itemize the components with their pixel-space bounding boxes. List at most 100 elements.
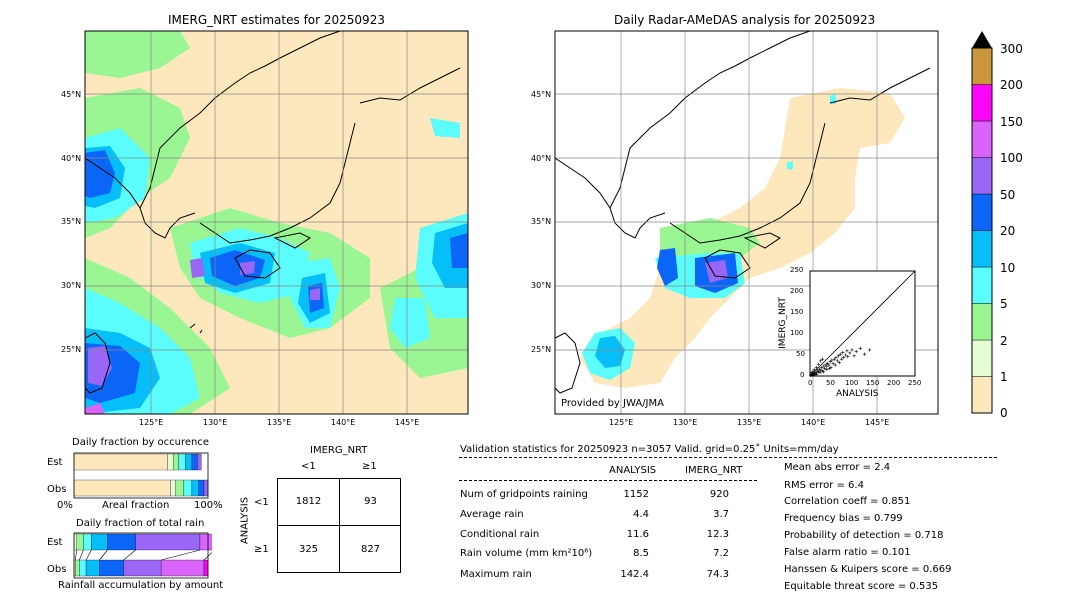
stat-analysis-maximum: 142.4 bbox=[620, 569, 649, 580]
contingency-row-lt1: <1 bbox=[254, 497, 269, 508]
scatter-point bbox=[825, 368, 829, 372]
scatter-ytick-50: 50 bbox=[796, 350, 805, 358]
accumulation-link bbox=[99, 549, 108, 561]
stat-label-maximum: Maximum rain bbox=[460, 569, 532, 580]
scatter-ytick-250: 250 bbox=[790, 266, 804, 274]
right-lat-40: 40°N bbox=[531, 154, 552, 163]
cb-label-100: 100 bbox=[1000, 151, 1023, 165]
occurrence-est-segment bbox=[167, 453, 174, 471]
score-far: False alarm ratio = 0.101 bbox=[784, 547, 911, 558]
contingency-cell-00: 1812 bbox=[295, 496, 322, 507]
scatter-point bbox=[820, 366, 824, 370]
occurrence-est-segment bbox=[191, 453, 198, 471]
scatter-point bbox=[824, 362, 828, 366]
colorbar-segment bbox=[971, 120, 993, 158]
stat-imerg-gridpoints: 920 bbox=[709, 489, 729, 500]
colorbar-frame bbox=[971, 47, 993, 414]
stat-label-conditional: Conditional rain bbox=[460, 529, 540, 540]
left-lon-145: 145°E bbox=[395, 418, 420, 427]
left-lat-30: 30°N bbox=[61, 281, 82, 290]
occurrence-est-segment bbox=[185, 453, 193, 471]
accumulation-obs-label: Obs bbox=[47, 564, 67, 575]
scatter-point bbox=[821, 357, 825, 361]
score-hk: Hanssen & Kuipers score = 0.669 bbox=[784, 564, 952, 575]
scatter-xtick-50: 50 bbox=[826, 379, 835, 387]
occurrence-obs-segment bbox=[175, 479, 185, 497]
occurrence-obs-segment bbox=[198, 479, 205, 497]
scatter-xtick-150: 150 bbox=[866, 379, 880, 387]
cb-label-200: 200 bbox=[1000, 78, 1023, 92]
right-map-rain-field bbox=[580, 88, 905, 388]
occurrence-axis-mid: Areal fraction bbox=[102, 500, 170, 511]
cb-label-5: 5 bbox=[1000, 297, 1008, 311]
accumulation-title: Daily fraction of total rain bbox=[76, 518, 205, 529]
left-lat-40: 40°N bbox=[61, 154, 82, 163]
scatter-point bbox=[816, 362, 820, 366]
cb-label-0: 0 bbox=[1000, 406, 1008, 420]
accumulation-est-segment bbox=[73, 533, 77, 551]
colorbar-segment bbox=[971, 193, 993, 231]
scatter-point bbox=[827, 366, 831, 371]
accumulation-est-segment bbox=[83, 533, 92, 551]
scatter-point bbox=[827, 363, 831, 367]
right-lon-130: 130°E bbox=[673, 418, 698, 427]
colorbar-segment bbox=[971, 47, 993, 85]
accumulation-obs-segment bbox=[75, 559, 80, 577]
scatter-point bbox=[835, 359, 839, 363]
accumulation-obs-segment bbox=[99, 559, 124, 577]
right-lat-30: 30°N bbox=[531, 281, 552, 290]
scatter-point bbox=[830, 358, 834, 362]
score-correlation: Correlation coeff = 0.851 bbox=[784, 496, 911, 507]
scatter-point bbox=[837, 360, 841, 365]
scatter-point bbox=[823, 366, 827, 371]
occurrence-est-segment bbox=[173, 453, 179, 471]
contingency-col-title: IMERG_NRT bbox=[310, 445, 368, 456]
colorbar-segment bbox=[971, 230, 993, 268]
scatter-ytick-150: 150 bbox=[790, 308, 804, 316]
scatter-point bbox=[838, 352, 842, 356]
accumulation-link bbox=[203, 552, 212, 561]
scatter-point bbox=[833, 363, 837, 367]
scatter-point bbox=[816, 370, 820, 374]
scatter-point bbox=[828, 360, 832, 364]
stat-analysis-gridpoints: 1152 bbox=[623, 489, 649, 500]
scatter-xtick-200: 200 bbox=[887, 379, 901, 387]
scatter-point bbox=[836, 354, 841, 358]
contingency-col-ge1: ≥1 bbox=[362, 461, 377, 472]
occurrence-axis-left: 0% bbox=[57, 500, 73, 511]
accumulation-est-segment bbox=[91, 533, 108, 551]
contingency-cell-01: 93 bbox=[364, 496, 377, 507]
scatter-ytick-200: 200 bbox=[790, 287, 804, 295]
scatter-point bbox=[813, 372, 817, 376]
left-map-title: IMERG_NRT estimates for 20250923 bbox=[168, 13, 385, 27]
occurrence-obs-segment bbox=[170, 479, 176, 497]
validation-col-analysis: ANALYSIS bbox=[609, 465, 657, 476]
occurrence-title: Daily fraction by occurence bbox=[72, 437, 210, 448]
cb-label-150: 150 bbox=[1000, 115, 1023, 129]
occurrence-est-segment bbox=[197, 453, 202, 471]
right-lon-140: 140°E bbox=[801, 418, 826, 427]
scatter-point bbox=[868, 348, 872, 352]
score-mae: Mean abs error = 2.4 bbox=[784, 462, 891, 473]
left-lat-45: 45°N bbox=[61, 90, 82, 99]
colorbar-extend-arrow bbox=[972, 31, 992, 48]
accumulation-footer: Rainfall accumulation by amount bbox=[58, 580, 224, 591]
occurrence-bars bbox=[73, 452, 209, 499]
accumulation-obs-bar bbox=[73, 559, 209, 577]
score-pod: Probability of detection = 0.718 bbox=[784, 530, 944, 541]
contingency-col-lt1: <1 bbox=[301, 461, 316, 472]
scatter-points bbox=[809, 346, 872, 378]
contingency-row-title: ANALYSIS bbox=[239, 496, 251, 545]
left-lon-130: 130°E bbox=[203, 418, 228, 427]
colorbar-segment bbox=[971, 303, 993, 341]
scatter-point bbox=[839, 357, 844, 361]
accumulation-obs-segment bbox=[203, 559, 209, 577]
accumulation-est-bar bbox=[73, 533, 212, 551]
left-map-frame bbox=[84, 30, 469, 415]
occurrence-est-label: Est bbox=[47, 457, 63, 468]
occurrence-obs-segment bbox=[191, 479, 199, 497]
contingency-grid: 1812 93 325 827 bbox=[277, 478, 401, 573]
score-rmse: RMS error = 6.4 bbox=[784, 480, 864, 491]
validation-col-imerg: IMERG_NRT bbox=[685, 465, 743, 476]
scatter-point bbox=[809, 372, 813, 376]
